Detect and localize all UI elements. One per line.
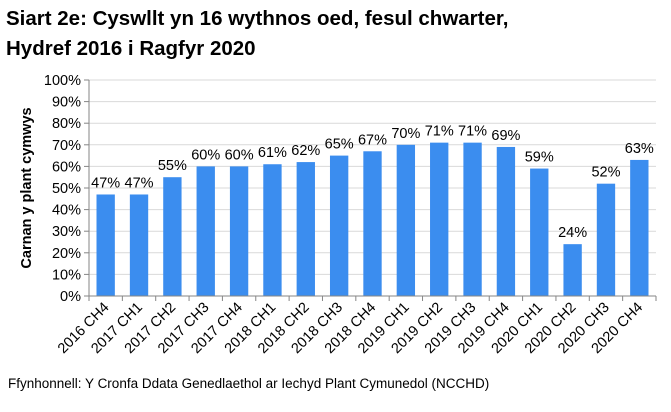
- bar: [630, 159, 649, 296]
- data-label: 65%: [325, 137, 354, 153]
- y-axis-title: Carnan y plant cymwys: [19, 107, 35, 268]
- y-tick-label: 40%: [52, 203, 81, 219]
- bar: [396, 144, 416, 296]
- y-tick-label: 0%: [60, 289, 81, 305]
- data-label: 69%: [491, 128, 520, 144]
- y-tick-label: 80%: [52, 116, 81, 132]
- data-label: 70%: [391, 126, 420, 142]
- bar: [329, 155, 349, 296]
- bar: [463, 142, 482, 296]
- data-label: 71%: [458, 124, 487, 140]
- chart-title-line-2: Hydref 2016 i Ragfyr 2020: [6, 37, 256, 60]
- bar: [296, 162, 315, 296]
- bar: [363, 151, 382, 296]
- data-label: 60%: [191, 147, 220, 163]
- y-tick-label: 20%: [52, 246, 81, 262]
- data-label: 47%: [91, 175, 120, 191]
- bar: [430, 142, 449, 296]
- bar: [596, 183, 616, 296]
- bar: [129, 194, 149, 296]
- data-label: 52%: [591, 165, 620, 181]
- data-label: 62%: [291, 143, 320, 159]
- y-tick-label: 60%: [52, 159, 81, 175]
- data-label: 67%: [358, 132, 387, 148]
- bar: [563, 244, 582, 296]
- y-tick-label: 30%: [52, 224, 81, 240]
- y-tick-label: 10%: [52, 267, 81, 283]
- data-label: 63%: [625, 141, 654, 157]
- bar: [96, 194, 115, 296]
- data-label: 71%: [425, 124, 454, 140]
- source-note: Ffynhonnell: Y Cronfa Ddata Genedlaethol…: [8, 376, 490, 391]
- y-tick-label: 100%: [44, 73, 81, 89]
- data-label: 47%: [125, 175, 154, 191]
- bar: [496, 146, 516, 296]
- data-label: 24%: [558, 225, 587, 241]
- bar: [530, 168, 549, 296]
- chart-title: Siart 2e: Cyswllt yn 16 wythnos oed, fes…: [6, 4, 666, 64]
- y-tick-label: 90%: [52, 95, 81, 111]
- y-tick-label: 70%: [52, 138, 81, 154]
- data-label: 55%: [158, 158, 187, 174]
- data-label: 61%: [258, 145, 287, 161]
- bar: [196, 166, 215, 296]
- data-label: 60%: [225, 147, 254, 163]
- data-label: 59%: [525, 150, 554, 166]
- bar: [163, 177, 182, 296]
- y-tick-label: 50%: [52, 181, 81, 197]
- bar: [263, 164, 282, 296]
- bar: [229, 166, 249, 296]
- chart-title-line-1: Siart 2e: Cyswllt yn 16 wythnos oed, fes…: [6, 7, 509, 30]
